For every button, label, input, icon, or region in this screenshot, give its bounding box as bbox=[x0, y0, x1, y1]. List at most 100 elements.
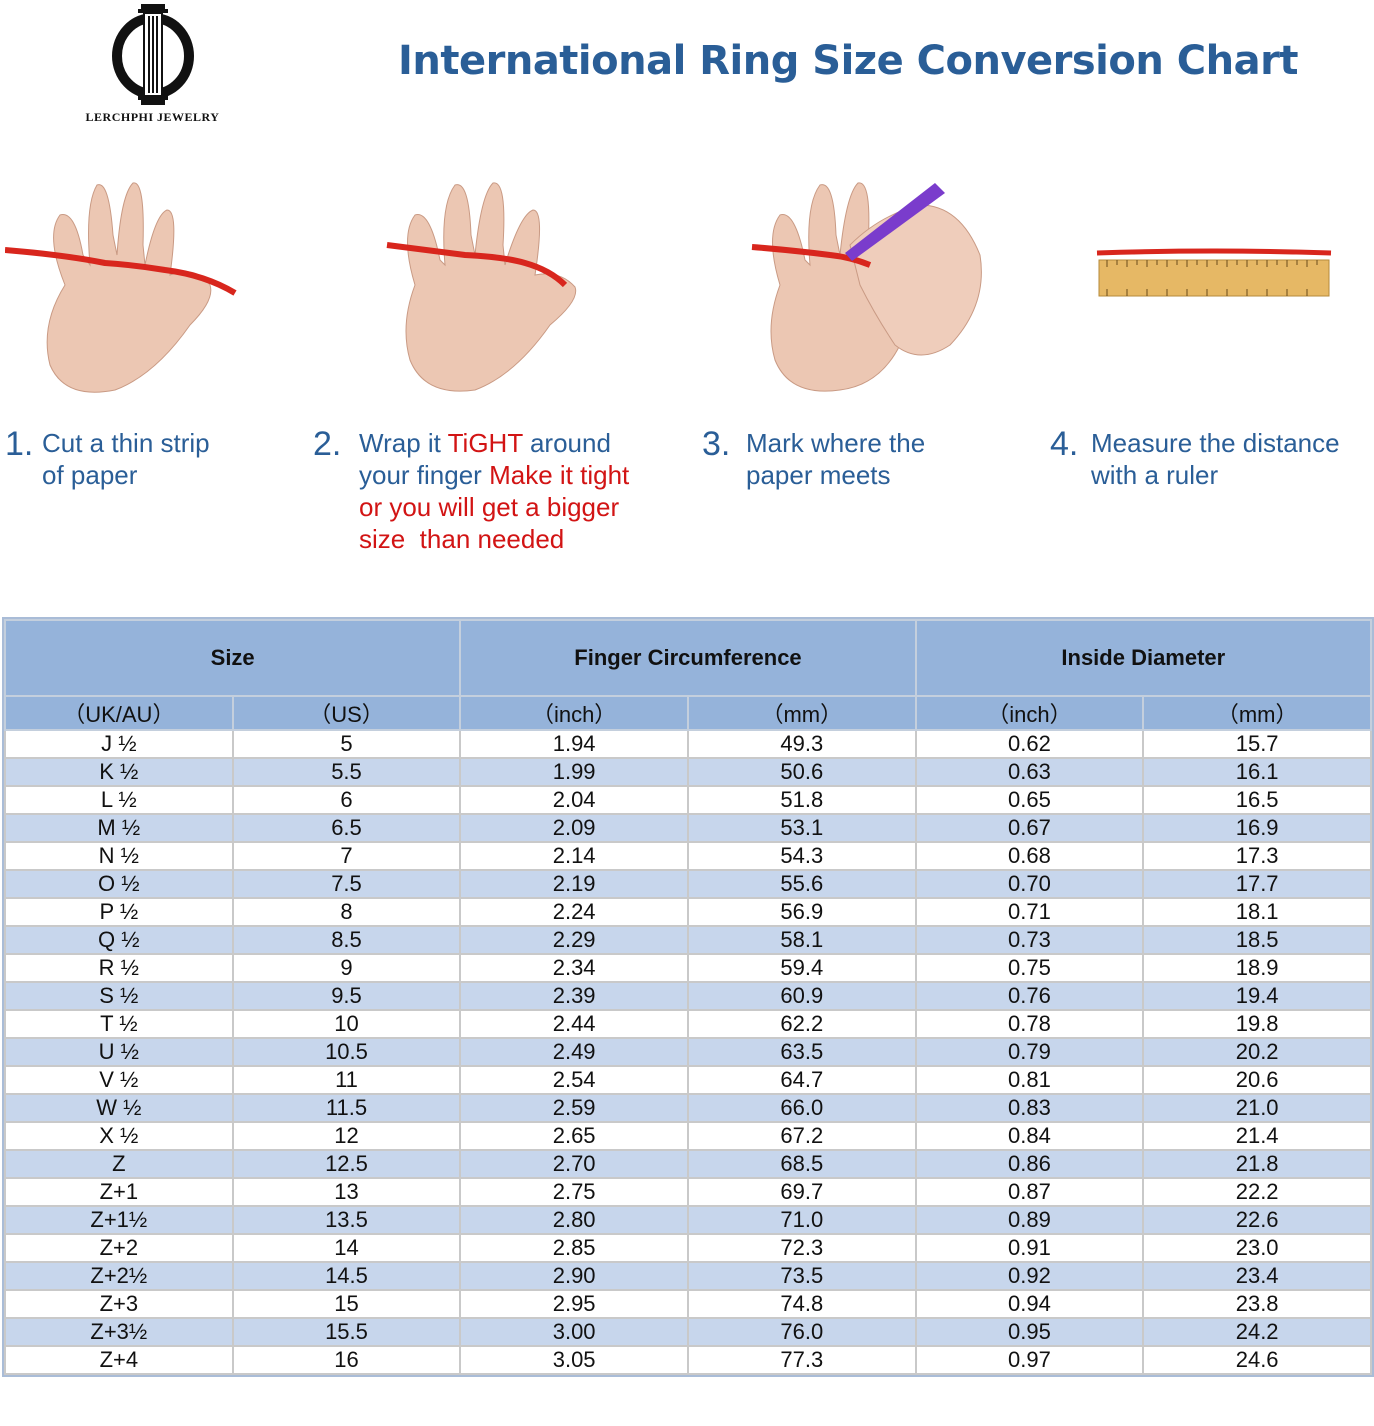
cell-diameter-inch: 0.83 bbox=[914, 1093, 1145, 1123]
table-body: J ½ 5 1.94 49.3 0.62 15.7 K ½ 5.5 1.99 50.6 0.63 16… bbox=[4, 729, 1372, 1375]
cell-size-us: 15.5 bbox=[231, 1317, 462, 1347]
cell-diameter-inch: 0.70 bbox=[914, 869, 1145, 899]
table-row: M ½ 6.5 2.09 53.1 0.67 16.9 bbox=[4, 813, 1372, 843]
cell-diameter-inch: 0.71 bbox=[914, 897, 1145, 927]
table-row: Z+4 16 3.05 77.3 0.97 24.6 bbox=[4, 1345, 1372, 1375]
cell-size-uk-au: N ½ bbox=[4, 841, 234, 871]
hand-paper-strip-image bbox=[5, 182, 237, 393]
table-row: Z+1 13 2.75 69.7 0.87 22.2 bbox=[4, 1177, 1372, 1207]
cell-size-uk-au: S ½ bbox=[4, 981, 234, 1011]
cell-diameter-mm: 24.2 bbox=[1142, 1317, 1372, 1347]
table-row: P ½ 8 2.24 56.9 0.71 18.1 bbox=[4, 897, 1372, 927]
cell-circumference-mm: 50.6 bbox=[686, 757, 917, 787]
subheader-circ-mm: （mm） bbox=[686, 695, 917, 731]
table-row: K ½ 5.5 1.99 50.6 0.63 16.1 bbox=[4, 757, 1372, 787]
cell-size-us: 15 bbox=[231, 1289, 462, 1319]
cell-circumference-mm: 64.7 bbox=[686, 1065, 917, 1095]
cell-diameter-mm: 21.8 bbox=[1142, 1149, 1372, 1179]
step-4-text: Measure the distance with a ruler bbox=[1091, 427, 1340, 491]
step-3-text: Mark where the paper meets bbox=[746, 427, 925, 491]
cell-size-uk-au: Z+1½ bbox=[4, 1205, 234, 1235]
cell-circumference-mm: 63.5 bbox=[686, 1037, 917, 1067]
cell-circumference-inch: 1.94 bbox=[459, 729, 689, 759]
cell-diameter-mm: 22.2 bbox=[1142, 1177, 1372, 1207]
cell-size-us: 10 bbox=[231, 1009, 462, 1039]
ring-size-table: Size Finger Circumference Inside Diamete… bbox=[2, 617, 1374, 1377]
cell-diameter-mm: 17.3 bbox=[1142, 841, 1372, 871]
cell-diameter-mm: 23.4 bbox=[1142, 1261, 1372, 1291]
step-2-line-1-c: around bbox=[522, 428, 611, 458]
cell-size-uk-au: X ½ bbox=[4, 1121, 234, 1151]
subheader-us: （US） bbox=[231, 695, 462, 731]
step-3-line-2: paper meets bbox=[746, 460, 891, 490]
cell-circumference-mm: 55.6 bbox=[686, 869, 917, 899]
cell-circumference-inch: 2.85 bbox=[459, 1233, 689, 1263]
cell-size-uk-au: M ½ bbox=[4, 813, 234, 843]
step-4: 4. Measure the distance with a ruler bbox=[1050, 425, 1370, 495]
cell-circumference-mm: 56.9 bbox=[686, 897, 917, 927]
table-row: L ½ 6 2.04 51.8 0.65 16.5 bbox=[4, 785, 1372, 815]
cell-size-uk-au: Z+3 bbox=[4, 1289, 234, 1319]
cell-size-uk-au: K ½ bbox=[4, 757, 234, 787]
cell-diameter-mm: 19.8 bbox=[1142, 1009, 1372, 1039]
cell-circumference-inch: 1.99 bbox=[459, 757, 689, 787]
cell-size-us: 7 bbox=[231, 841, 462, 871]
cell-diameter-mm: 17.7 bbox=[1142, 869, 1372, 899]
table-row: Z+3 15 2.95 74.8 0.94 23.8 bbox=[4, 1289, 1372, 1319]
subheader-diam-mm: （mm） bbox=[1142, 695, 1372, 731]
cell-circumference-inch: 2.19 bbox=[459, 869, 689, 899]
step-4-line-2: with a ruler bbox=[1091, 460, 1219, 490]
cell-diameter-mm: 18.5 bbox=[1142, 925, 1372, 955]
step-1-line-2: of paper bbox=[42, 460, 138, 490]
cell-size-us: 9 bbox=[231, 953, 462, 983]
cell-circumference-mm: 77.3 bbox=[686, 1345, 917, 1375]
cell-diameter-inch: 0.81 bbox=[914, 1065, 1145, 1095]
cell-size-uk-au: P ½ bbox=[4, 897, 234, 927]
cell-circumference-inch: 2.65 bbox=[459, 1121, 689, 1151]
table-row: N ½ 7 2.14 54.3 0.68 17.3 bbox=[4, 841, 1372, 871]
cell-size-us: 11 bbox=[231, 1065, 462, 1095]
brand-logo: LERCHPHI JEWELRY bbox=[70, 0, 235, 130]
cell-circumference-inch: 3.05 bbox=[459, 1345, 689, 1375]
step-3: 3. Mark where the paper meets bbox=[702, 425, 1002, 495]
cell-circumference-inch: 2.04 bbox=[459, 785, 689, 815]
cell-size-us: 6 bbox=[231, 785, 462, 815]
hand-mark-pen-image bbox=[751, 182, 982, 392]
cell-size-us: 7.5 bbox=[231, 869, 462, 899]
header-inside-diameter: Inside Diameter bbox=[914, 619, 1373, 697]
cell-circumference-mm: 71.0 bbox=[686, 1205, 917, 1235]
cell-size-us: 8 bbox=[231, 897, 462, 927]
cell-size-uk-au: W ½ bbox=[4, 1093, 234, 1123]
cell-diameter-mm: 23.8 bbox=[1142, 1289, 1372, 1319]
cell-size-us: 5.5 bbox=[231, 757, 462, 787]
cell-diameter-inch: 0.79 bbox=[914, 1037, 1145, 1067]
cell-size-uk-au: L ½ bbox=[4, 785, 234, 815]
cell-diameter-mm: 15.7 bbox=[1142, 729, 1372, 759]
cell-size-uk-au: Z bbox=[4, 1149, 234, 1179]
step-1-text: Cut a thin strip of paper bbox=[42, 427, 210, 491]
cell-diameter-inch: 0.75 bbox=[914, 953, 1145, 983]
table-row: O ½ 7.5 2.19 55.6 0.70 17.7 bbox=[4, 869, 1372, 899]
cell-diameter-mm: 16.5 bbox=[1142, 785, 1372, 815]
cell-size-uk-au: J ½ bbox=[4, 729, 234, 759]
table-row: J ½ 5 1.94 49.3 0.62 15.7 bbox=[4, 729, 1372, 759]
cell-size-us: 6.5 bbox=[231, 813, 462, 843]
table-row: Z+1½ 13.5 2.80 71.0 0.89 22.6 bbox=[4, 1205, 1372, 1235]
cell-size-uk-au: U ½ bbox=[4, 1037, 234, 1067]
cell-circumference-mm: 59.4 bbox=[686, 953, 917, 983]
step-2: 2. Wrap it TiGHT around your finger Make… bbox=[313, 425, 673, 560]
cell-size-us: 13.5 bbox=[231, 1205, 462, 1235]
cell-diameter-mm: 22.6 bbox=[1142, 1205, 1372, 1235]
cell-size-us: 5 bbox=[231, 729, 462, 759]
step-2-emphasis-tight: TiGHT bbox=[447, 428, 523, 458]
cell-diameter-inch: 0.92 bbox=[914, 1261, 1145, 1291]
cell-circumference-inch: 2.44 bbox=[459, 1009, 689, 1039]
table-group-header-row: Size Finger Circumference Inside Diamete… bbox=[3, 619, 1373, 697]
cell-diameter-mm: 18.9 bbox=[1142, 953, 1372, 983]
step-2-warning-start: Make it tight bbox=[489, 460, 630, 490]
cell-diameter-inch: 0.65 bbox=[914, 785, 1145, 815]
cell-diameter-mm: 19.4 bbox=[1142, 981, 1372, 1011]
table-row: W ½ 11.5 2.59 66.0 0.83 21.0 bbox=[4, 1093, 1372, 1123]
cell-circumference-mm: 72.3 bbox=[686, 1233, 917, 1263]
cell-diameter-inch: 0.67 bbox=[914, 813, 1145, 843]
